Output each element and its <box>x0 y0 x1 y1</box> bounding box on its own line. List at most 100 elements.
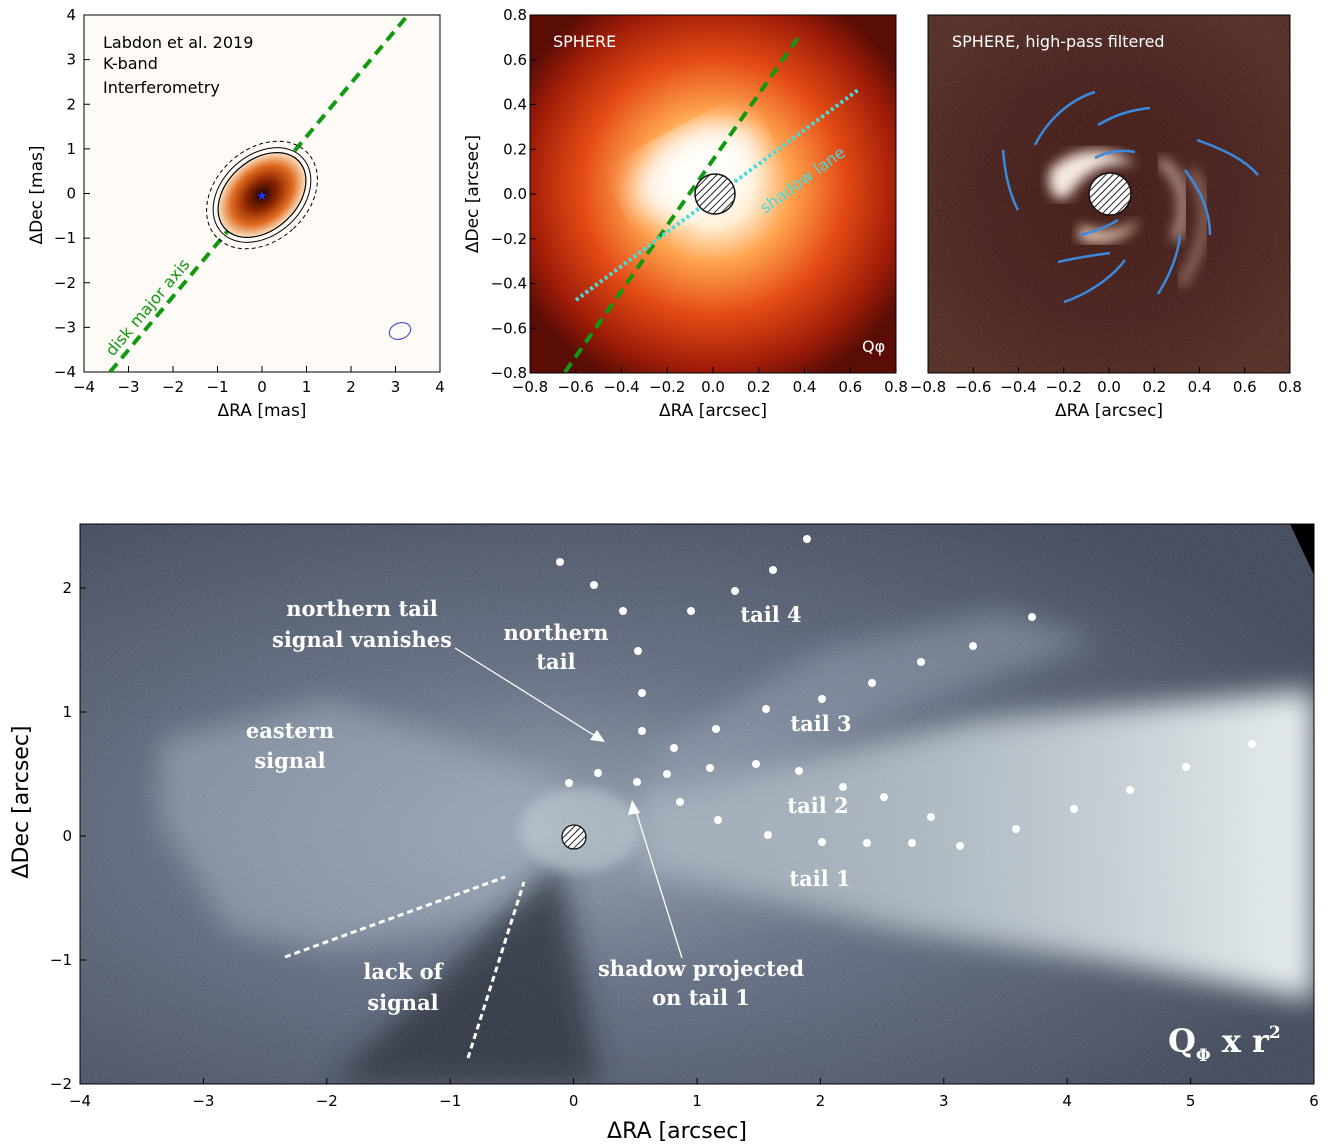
p1-y-ticks: 4 3 2 1 0 −1 −2 −3 −4 <box>54 6 90 381</box>
y-tick-label: −3 <box>54 318 76 336</box>
ann-eastern-1: eastern <box>246 718 334 743</box>
y-tick-label: −2 <box>50 1075 72 1093</box>
p2-x-ticks: −0.8 −0.6 −0.4 −0.2 0.0 0.2 0.4 0.6 0.8 <box>512 367 908 396</box>
y-tick-label: 1 <box>62 703 72 721</box>
x-tick-label: −3 <box>117 378 139 396</box>
x-tick-label: 4 <box>435 378 445 396</box>
beam-ellipse <box>388 322 412 340</box>
contour-outer <box>206 140 318 250</box>
p4-noise <box>80 524 1314 1084</box>
x-tick-label: 0 <box>257 378 267 396</box>
p2-coronagraph-mask <box>694 173 736 215</box>
p3-xlabel: ΔRA [arcsec] <box>1055 401 1163 421</box>
x-tick-label: 2 <box>816 1092 826 1110</box>
ann-lack-1: lack of <box>363 959 444 984</box>
p1-ylabel: ΔDec [mas] <box>27 145 47 244</box>
ann-tail-1: tail 1 <box>789 866 850 891</box>
y-tick-label: 0 <box>62 827 72 845</box>
p3-bright-arc-2 <box>1078 218 1140 243</box>
x-tick-label: 3 <box>391 378 401 396</box>
disk-major-axis-line <box>108 13 410 374</box>
p4-corner-black <box>1290 524 1314 575</box>
p2-corner-label: Qφ <box>862 337 885 356</box>
x-tick-label: −2 <box>316 1092 338 1110</box>
x-tick-label: 0.6 <box>1233 378 1257 396</box>
p4-coronagraph-mask <box>561 824 587 850</box>
x-tick-label: −4 <box>73 378 95 396</box>
x-tick-label: −0.2 <box>649 378 685 396</box>
p1-x-ticks: −4 −3 −2 −1 0 1 2 3 4 <box>73 366 445 396</box>
y-tick-label: −0.8 <box>491 364 527 382</box>
y-tick-label: 0.6 <box>503 51 527 69</box>
x-tick-label: 0.2 <box>1142 378 1166 396</box>
p3-bright-arc-1 <box>1049 150 1135 199</box>
y-tick-label: 0.8 <box>503 6 527 24</box>
x-tick-label: 1 <box>302 378 312 396</box>
x-tick-label: −0.4 <box>603 378 639 396</box>
p3-coronagraph-mask <box>1088 172 1132 216</box>
y-tick-label: 0 <box>66 185 76 203</box>
p2-title: SPHERE <box>553 32 616 51</box>
panel-interferometry: ★ Labdon et al. 2019 K-band Interferomet… <box>27 6 445 421</box>
p4-arrow-vanish-head <box>590 730 605 742</box>
y-tick-label: 3 <box>66 51 76 69</box>
x-tick-label: 0.8 <box>884 378 908 396</box>
x-tick-label: 3 <box>939 1092 949 1110</box>
p1-text-line-3: Interferometry <box>103 78 220 97</box>
x-tick-label: 5 <box>1186 1092 1196 1110</box>
x-tick-label: 0.0 <box>701 378 725 396</box>
x-tick-label: 2 <box>346 378 356 396</box>
y-tick-label: −2 <box>54 274 76 292</box>
x-tick-label: 0.4 <box>1188 378 1212 396</box>
ann-shadow-2: on tail 1 <box>652 985 750 1010</box>
p3-x-ticks: −0.8 −0.6 −0.4 −0.2 0.0 0.2 0.4 0.6 0.8 <box>910 367 1302 396</box>
x-tick-label: −1 <box>439 1092 461 1110</box>
x-tick-label: 0.6 <box>838 378 862 396</box>
x-tick-label: −0.8 <box>512 378 548 396</box>
p4-y-ticks: 2 1 0 −1 −2 <box>50 579 86 1093</box>
ann-eastern-2: signal <box>254 748 325 773</box>
x-tick-label: −0.6 <box>558 378 594 396</box>
y-tick-label: 4 <box>66 6 76 24</box>
x-tick-label: 0 <box>569 1092 579 1110</box>
x-tick-label: −0.2 <box>1046 378 1082 396</box>
y-tick-label: −0.2 <box>491 230 527 248</box>
p2-major-axis-line <box>563 33 802 373</box>
panel-sphere-highpass: SPHERE, high-pass filtered −0.8 −0.6 −0.4−… <box>910 14 1302 421</box>
ann-north-tail-1: northern <box>504 620 609 645</box>
x-tick-label: −1 <box>206 378 228 396</box>
x-tick-label: −2 <box>162 378 184 396</box>
panel-wide-field: northern tail signal vanishes northern t… <box>9 523 1319 1144</box>
p4-xlabel: ΔRA [arcsec] <box>607 1119 747 1144</box>
x-tick-label: 0.0 <box>1097 378 1121 396</box>
ann-lack-2: signal <box>367 990 438 1015</box>
p2-xlabel: ΔRA [arcsec] <box>659 401 767 421</box>
x-tick-label: −0.8 <box>910 378 946 396</box>
y-tick-label: −4 <box>54 363 76 381</box>
x-tick-label: 1 <box>692 1092 702 1110</box>
p1-text-line-2: K-band <box>103 54 158 73</box>
p4-x-ticks: −4 −3 −2 −1 0 1 2 3 4 5 6 <box>69 1078 1319 1110</box>
ann-north-tail-2: tail <box>536 649 575 674</box>
ann-tail-4: tail 4 <box>740 602 801 627</box>
p1-text-line-1: Labdon et al. 2019 <box>103 33 253 52</box>
p3-title: SPHERE, high-pass filtered <box>952 32 1165 51</box>
x-tick-label: 0.2 <box>747 378 771 396</box>
p3-bright-arc-4 <box>1176 167 1209 288</box>
ann-north-vanish-2: signal vanishes <box>272 627 452 652</box>
p1-xlabel: ΔRA [mas] <box>218 401 307 421</box>
contour-mid <box>212 147 312 243</box>
panel-sphere: SPHERE shadow lane Qφ −0.8 −0.6 −0.4 −0.2 0.… <box>463 6 908 421</box>
y-tick-label: 2 <box>62 579 72 597</box>
y-tick-label: 1 <box>66 140 76 158</box>
p4-lack-line-1 <box>284 875 506 959</box>
emission-blob <box>217 152 307 238</box>
x-tick-label: 4 <box>1062 1092 1072 1110</box>
p4-arrow-vanish-line <box>454 647 601 740</box>
y-tick-label: −1 <box>54 229 76 247</box>
x-tick-label: −4 <box>69 1092 91 1110</box>
y-tick-label: −0.4 <box>491 275 527 293</box>
y-tick-label: −0.6 <box>491 319 527 337</box>
p3-bright-arc-3 <box>1156 156 1189 243</box>
